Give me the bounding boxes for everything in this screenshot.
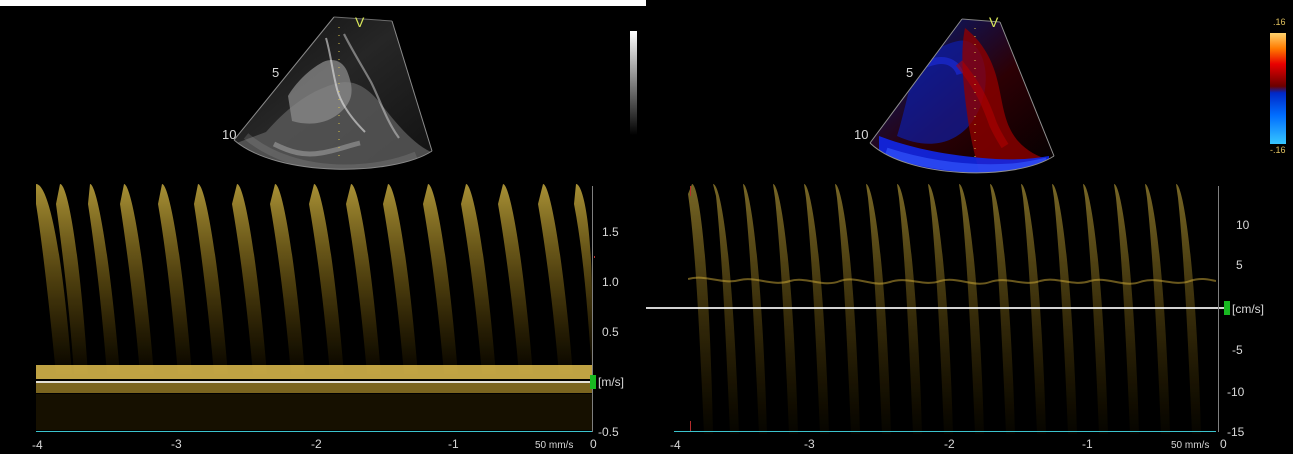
echo-fan-left [233,16,433,170]
left-echo-panel: V 5 10 [0,0,646,454]
velocity-label-1-0: 1.0 [602,275,619,289]
color-map-top-label: .16 [1273,17,1286,27]
echo-fan-right [869,18,1055,174]
time-axis [674,431,1216,432]
v-marker: V [355,14,365,30]
color-map [1270,33,1286,144]
unit-marker [590,375,596,389]
time-axis [36,431,592,432]
time-label-neg-3: -3 [171,437,182,451]
speed-label: 50 mm/s [1171,440,1210,451]
red-tick-right-bottom [690,421,691,431]
top-banner [0,0,646,6]
depth-label-10: 10 [222,127,237,142]
time-label-neg-2: -2 [311,437,322,451]
time-label-neg-1: -1 [1082,437,1093,451]
velocity-label-neg-10: -10 [1227,385,1245,399]
depth-label-5: 5 [272,65,280,80]
velocity-label-5: 5 [1236,258,1243,272]
time-label-neg-2: -2 [944,437,955,451]
depth-label-10: 10 [854,127,869,142]
doppler-strip-left [36,184,592,434]
velocity-label-neg-15: -15 [1227,425,1245,439]
velocity-label-1-5: 1.5 [602,225,619,239]
velocity-label-0-5: 0.5 [602,325,619,339]
time-label-neg-4: -4 [32,438,43,452]
unit-marker [1224,301,1230,315]
v-marker: V [989,14,999,30]
baseline [36,381,592,383]
unit-label: [m/s] [598,375,624,389]
red-tick-right-top [690,186,691,196]
velocity-label-neg-5: -5 [1232,343,1243,357]
time-label-0: 0 [590,437,597,451]
depth-label-5: 5 [906,65,914,80]
velocity-label-neg-0-5: -0.5 [598,425,619,439]
vertical-scale [1218,186,1219,432]
time-label-neg-4: -4 [670,438,681,452]
time-label-neg-3: -3 [804,437,815,451]
time-label-0: 0 [1220,437,1227,451]
vertical-scale [592,186,593,432]
color-map-bottom-label: -.16 [1270,145,1286,155]
velocity-label-10: 10 [1236,218,1250,232]
doppler-strip-right [688,184,1216,434]
baseline [646,307,1228,309]
speed-label: 50 mm/s [535,440,574,451]
time-label-neg-1: -1 [448,437,459,451]
grayscale-bar [630,31,637,135]
red-tick-left [594,256,595,258]
unit-label: [cm/s] [1232,302,1264,316]
right-echo-panel: V 5 10 .16 -.16 [646,0,1293,454]
